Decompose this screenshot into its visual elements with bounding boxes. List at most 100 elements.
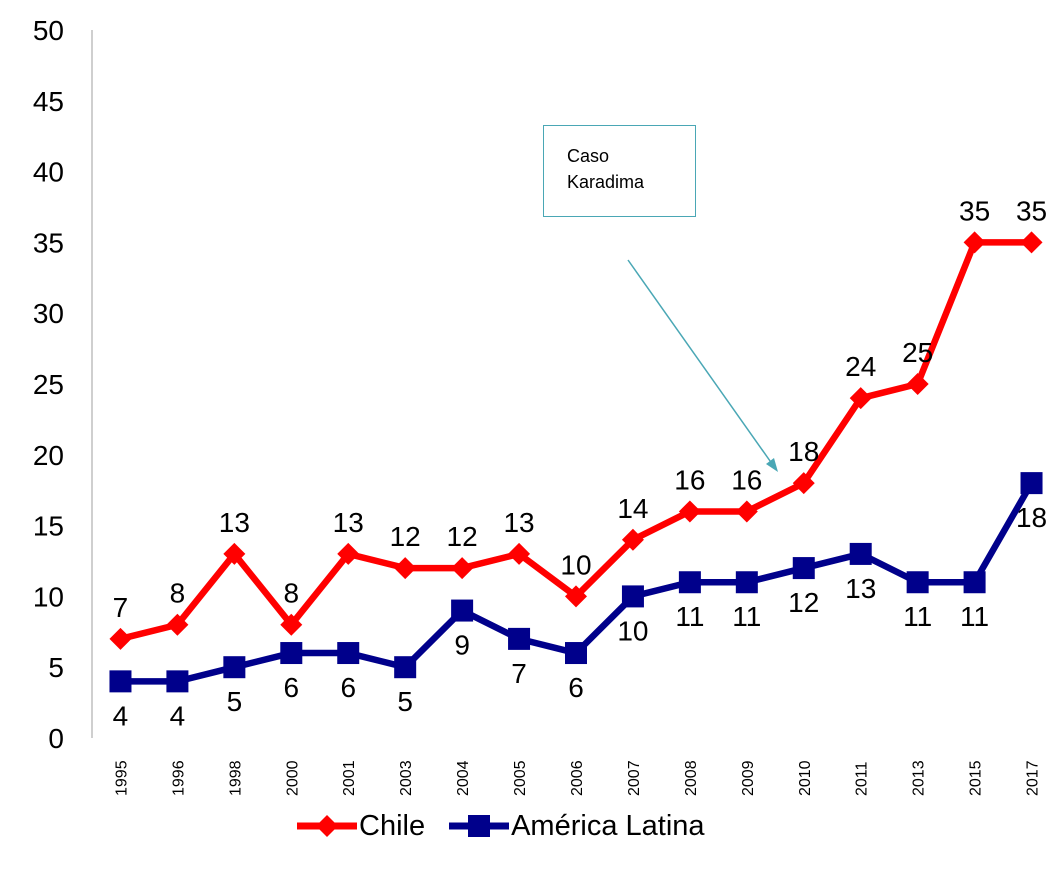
- x-tick-label: 2013: [911, 760, 928, 796]
- america-latina-data-label: 4: [170, 700, 186, 731]
- america-latina-data-label: 10: [617, 615, 648, 646]
- chile-point: [508, 542, 531, 565]
- america-latina-point: [508, 627, 531, 650]
- chile-data-label: 25: [902, 337, 933, 368]
- y-tick-label: 25: [33, 369, 64, 400]
- annotation-arrow: [627, 259, 776, 469]
- chile-data-label: 8: [170, 578, 186, 609]
- annotation-line-1: Caso: [567, 146, 610, 166]
- america-latina-data-label: 11: [675, 601, 704, 632]
- annotation-callout: Caso Karadima: [543, 125, 696, 217]
- america-latina-data-label: 6: [340, 672, 356, 703]
- legend-key-chile: [297, 815, 357, 837]
- chile-data-label: 10: [560, 549, 591, 580]
- america-latina-point: [735, 571, 758, 594]
- chile-point: [337, 542, 360, 565]
- chile-data-label: 24: [845, 351, 876, 382]
- chile-point: [849, 387, 872, 410]
- chile-point: [963, 231, 986, 254]
- chile-data-label: 12: [390, 521, 421, 552]
- chile-data-label: 35: [1016, 195, 1047, 226]
- chile-point: [451, 557, 474, 580]
- america-latina-point: [337, 642, 360, 665]
- chile-point: [565, 585, 587, 608]
- legend-item-chile: Chile: [295, 810, 425, 843]
- y-tick-label: 45: [33, 86, 64, 117]
- annotation-line-2: Karadima: [567, 172, 645, 192]
- x-tick-label: 2017: [1025, 760, 1042, 796]
- america-latina-data-label: 11: [732, 601, 761, 632]
- chile-point: [678, 500, 701, 523]
- x-axis-ticks: 1995 1996 1998 2000 2001 2003 2004 2005 2006 2007…: [113, 760, 1041, 796]
- x-tick-label: 2000: [284, 760, 301, 796]
- chile-data-label: 16: [674, 464, 705, 495]
- america-latina-point: [451, 599, 474, 622]
- chile-data-label: 7: [113, 592, 129, 623]
- america-latina-point: [678, 571, 701, 594]
- america-latina-point: [394, 656, 417, 679]
- chile-data-label: 16: [731, 464, 762, 495]
- legend-item-america-latina: América Latina: [447, 809, 705, 843]
- x-tick-label: 2008: [683, 760, 700, 796]
- america-latina-data-label: 9: [454, 630, 470, 661]
- america-latina-data-label: 6: [284, 672, 300, 703]
- chile-point: [621, 528, 644, 551]
- america-latina-point: [621, 585, 644, 608]
- x-tick-label: 1995: [113, 760, 130, 796]
- y-tick-label: 30: [33, 298, 64, 329]
- america-latina-point: [565, 642, 587, 665]
- y-tick-label: 10: [33, 581, 64, 612]
- chile-point: [166, 613, 189, 636]
- america-latina-point: [1020, 472, 1043, 495]
- x-tick-label: 2007: [626, 760, 643, 796]
- x-tick-label: 2005: [512, 760, 529, 796]
- legend-key-america-latina: [449, 815, 510, 837]
- chile-data-label: 35: [959, 195, 990, 226]
- y-tick-label: 5: [48, 652, 64, 683]
- x-tick-label: 2006: [569, 760, 586, 796]
- x-tick-label: 2015: [968, 760, 985, 796]
- america-latina-data-label: 5: [397, 686, 413, 717]
- x-tick-label: 2001: [341, 760, 358, 796]
- chile-point: [280, 613, 303, 636]
- annotation-arrowhead: [766, 458, 778, 472]
- america-latina-point: [792, 557, 815, 580]
- america-latina-point: [906, 571, 929, 594]
- legend: Chile América Latina: [295, 806, 727, 846]
- chile-data-label: 13: [219, 507, 250, 538]
- chile-point: [906, 373, 929, 395]
- america-latina-point: [166, 670, 189, 693]
- america-latina-data-label: 11: [903, 601, 932, 632]
- america-latina-data-label: 7: [511, 658, 527, 689]
- x-tick-label: 2011: [854, 761, 871, 796]
- chile-data-label: 13: [503, 507, 534, 538]
- x-tick-label: 2010: [797, 760, 814, 796]
- chile-point: [792, 472, 815, 495]
- x-tick-label: 1998: [227, 760, 244, 796]
- x-tick-label: 2004: [455, 760, 472, 796]
- america-latina-data-label: 18: [1016, 502, 1047, 533]
- y-tick-label: 40: [33, 157, 64, 188]
- legend-label-chile: Chile: [359, 809, 426, 842]
- y-tick-label: 15: [33, 511, 64, 542]
- y-axis-ticks: 0 5 10 15 20 25 30 35 40 45 50: [33, 15, 64, 754]
- america-latina-data-label: 11: [960, 601, 989, 632]
- chile-data-label: 18: [788, 436, 819, 467]
- chile-data-label: 14: [617, 493, 648, 524]
- y-tick-label: 50: [33, 15, 64, 46]
- y-tick-label: 20: [33, 440, 64, 471]
- legend-label-america-latina: América Latina: [511, 809, 705, 842]
- america-latina-data-label: 5: [227, 686, 243, 717]
- x-tick-label: 2009: [740, 760, 757, 796]
- america-latina-data-label: 6: [568, 672, 584, 703]
- chile-data-label: 13: [333, 507, 364, 538]
- america-latina-point: [280, 642, 303, 665]
- y-tick-label: 35: [33, 227, 64, 258]
- america-latina-data-label: 12: [788, 587, 819, 618]
- america-latina-point: [963, 571, 986, 594]
- america-latina-point: [109, 670, 132, 693]
- chile-data-label: 12: [447, 521, 478, 552]
- chile-point: [735, 500, 758, 523]
- chile-point: [1020, 231, 1043, 254]
